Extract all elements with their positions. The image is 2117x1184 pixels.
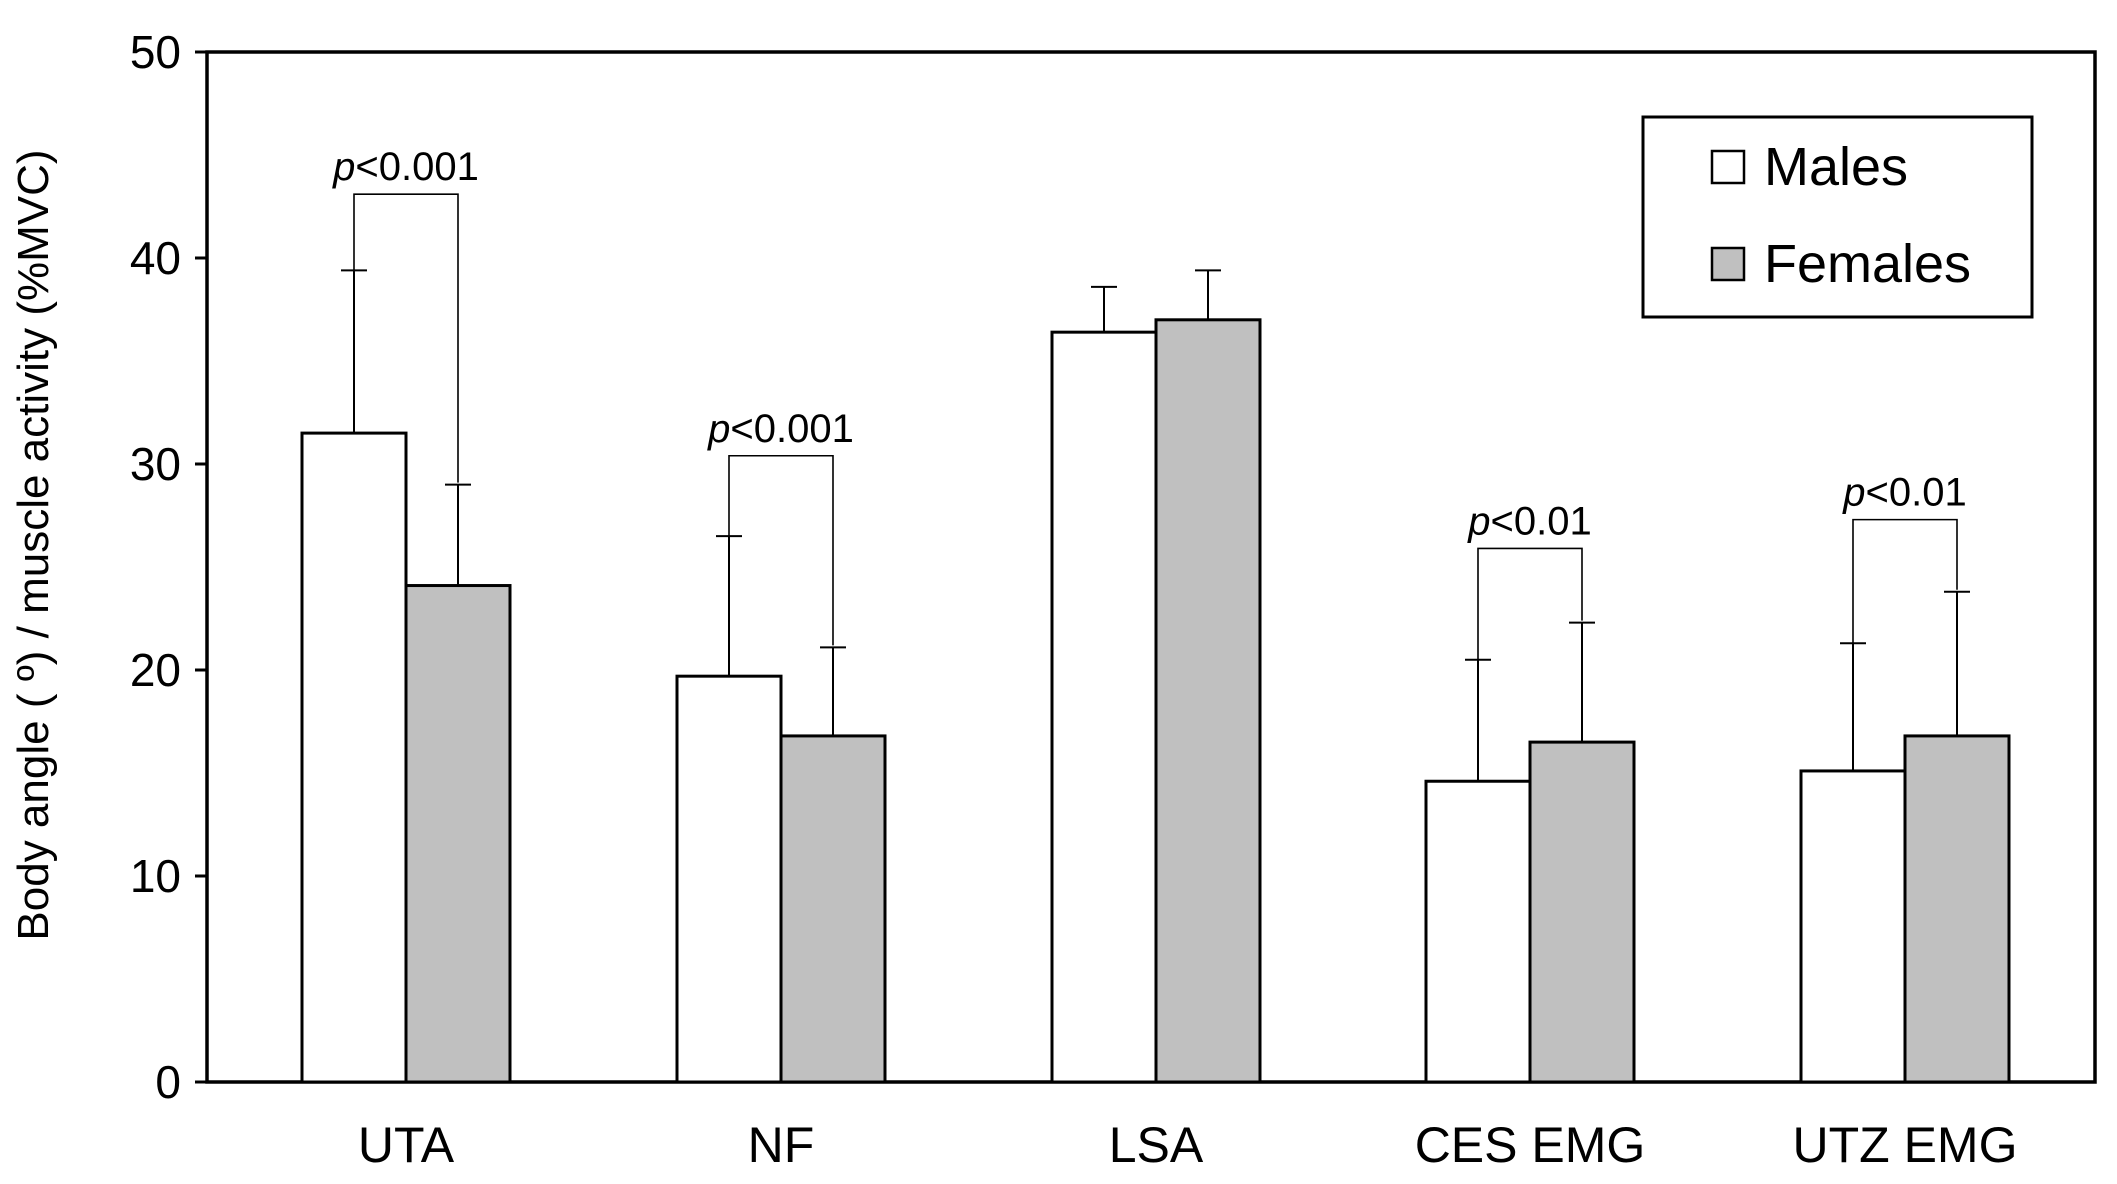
bar-males-nf [675, 674, 783, 1084]
sig-label-ces-emg: p<0.01 [1467, 499, 1591, 543]
bar-females-lsa [1154, 318, 1262, 1084]
x-tick-label-uta: UTA [358, 1117, 455, 1173]
legend-label-females: Females [1764, 234, 1971, 294]
bars [300, 318, 2011, 1084]
sig-bracket-uta [353, 193, 459, 483]
legend-swatch-males [1710, 149, 1746, 185]
bar-males-lsa [1050, 330, 1158, 1084]
legend: Males Females [1641, 115, 2034, 319]
sig-bracket-nf [728, 454, 834, 646]
x-axis: UTA NF LSA CES EMG UTZ EMG [358, 1117, 2018, 1173]
y-tick-label-40: 40 [130, 232, 181, 284]
significance-brackets: p<0.001 p<0.001 p<0.01 p<0.01 [332, 145, 1967, 668]
x-tick-label-nf: NF [748, 1117, 815, 1173]
y-tick-label-10: 10 [130, 850, 181, 902]
y-tick-label-50: 50 [130, 26, 181, 78]
bar-females-utz-emg [1903, 734, 2011, 1084]
legend-label-males: Males [1764, 137, 1908, 197]
sig-bracket-ces-emg [1477, 547, 1583, 668]
bar-males-uta [300, 431, 408, 1084]
sig-bracket-utz-emg [1852, 518, 1958, 652]
bar-males-utz-emg [1799, 769, 1907, 1084]
sig-label-uta: p<0.001 [332, 145, 479, 189]
bar-males-ces-emg [1424, 779, 1532, 1084]
y-tick-label-0: 0 [155, 1056, 181, 1108]
error-bars [341, 269, 1970, 782]
x-tick-label-utz-emg: UTZ EMG [1793, 1117, 2018, 1173]
legend-box [1641, 115, 2034, 319]
x-tick-label-lsa: LSA [1109, 1117, 1204, 1173]
bar-females-nf [779, 734, 887, 1084]
sig-label-nf: p<0.001 [707, 407, 854, 451]
y-axis: 0 10 20 30 40 50 [130, 26, 207, 1108]
bar-females-uta [404, 584, 512, 1084]
bar-females-ces-emg [1528, 740, 1636, 1084]
x-tick-label-ces-emg: CES EMG [1415, 1117, 1646, 1173]
y-tick-label-30: 30 [130, 438, 181, 490]
y-tick-label-20: 20 [130, 644, 181, 696]
legend-swatch-females [1710, 246, 1746, 282]
sig-label-utz-emg: p<0.01 [1842, 471, 1966, 515]
y-axis-title: Body angle ( º) / muscle activity (%MVC) [9, 149, 58, 940]
